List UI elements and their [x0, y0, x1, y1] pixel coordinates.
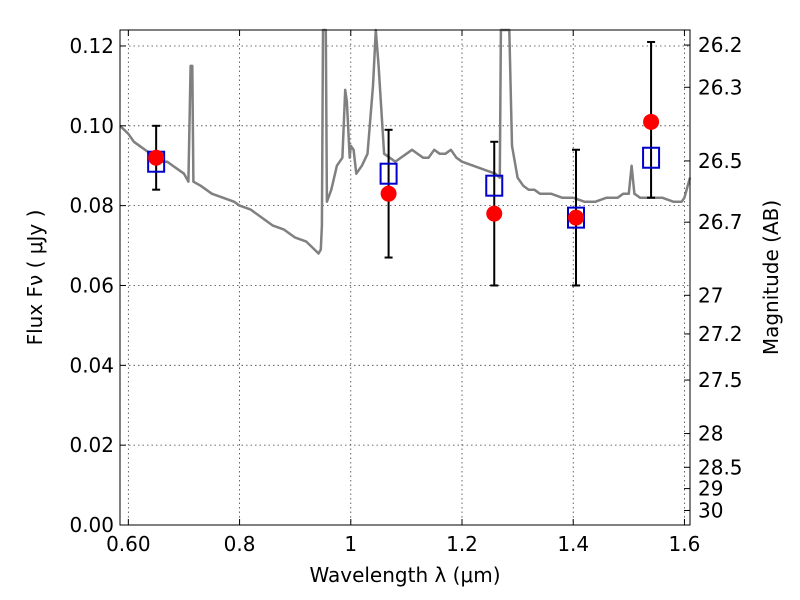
- right-tick-label: 27.5: [698, 368, 743, 392]
- y-tick-label: 0.02: [69, 433, 114, 457]
- observed-point: [643, 113, 660, 130]
- observed-point: [568, 209, 584, 226]
- right-tick-label: 26.7: [698, 210, 743, 234]
- model-square: [379, 162, 398, 185]
- x-tick-label: 0.60: [106, 532, 151, 556]
- y-tick-label: 0.00: [69, 513, 114, 537]
- right-tick-label: 26.5: [698, 149, 743, 173]
- right-axis-label: Magnitude (AB): [759, 200, 783, 355]
- right-tick-label: 26.3: [698, 75, 743, 99]
- right-tick-label: 28: [698, 422, 723, 446]
- x-tick-label: 1.6: [669, 532, 701, 556]
- x-tick-label: 1: [344, 532, 357, 556]
- right-tick-label: 29: [698, 477, 723, 501]
- tick-labels: 0.60 0.8 1 1.2 1.4 1.6 0.00 0.02 0.04 0.06 0.08 0.1…: [69, 33, 742, 556]
- spectrum-line: [119, 28, 692, 255]
- tick-marks: [120, 30, 690, 526]
- error-bars: [152, 40, 656, 287]
- grid-lines: [120, 30, 690, 526]
- model-square: [485, 174, 504, 197]
- y-tick-label: 0.04: [69, 353, 114, 377]
- right-tick-label: 28.5: [698, 455, 743, 479]
- x-axis-label: Wavelength λ (μm): [309, 563, 500, 587]
- x-tick-label: 0.8: [224, 532, 256, 556]
- x-tick-label: 1.2: [446, 532, 478, 556]
- observed-point: [380, 185, 397, 202]
- observed-point: [486, 205, 503, 222]
- model-square: [642, 146, 661, 169]
- y-tick-label: 0.06: [69, 273, 114, 297]
- observed-point: [148, 149, 165, 166]
- spectrum-layer: [119, 28, 692, 255]
- right-tick-label: 27.2: [698, 322, 743, 346]
- x-tick-label: 1.4: [557, 532, 589, 556]
- right-tick-label: 26.2: [698, 33, 743, 57]
- observed-photometry: [148, 113, 660, 226]
- y-tick-label: 0.08: [69, 194, 114, 218]
- y-tick-label: 0.10: [69, 114, 114, 138]
- right-tick-label: 27: [698, 283, 723, 307]
- right-tick-label: 30: [698, 499, 723, 523]
- y-tick-label: 0.12: [69, 34, 114, 58]
- y-axis-label: Flux Fν ( μJy ): [23, 210, 47, 346]
- plot-frame: [119, 29, 691, 526]
